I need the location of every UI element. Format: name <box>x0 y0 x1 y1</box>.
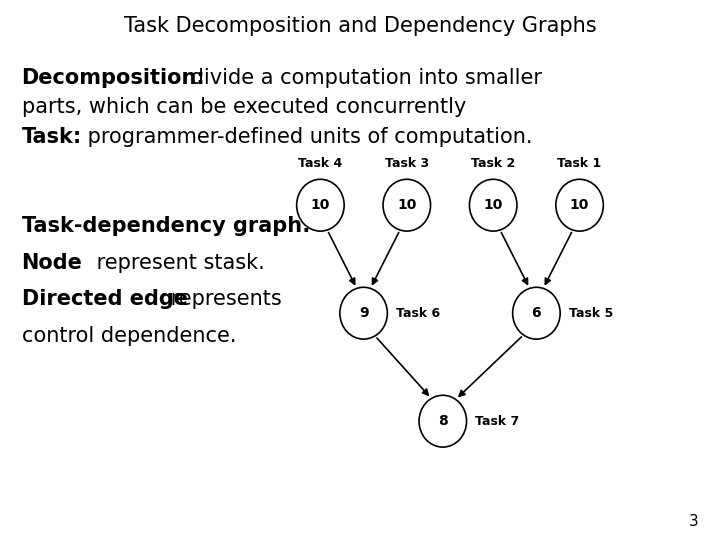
Text: 3: 3 <box>688 514 698 529</box>
Text: divide a computation into smaller: divide a computation into smaller <box>184 68 541 87</box>
Text: 6: 6 <box>531 306 541 320</box>
Text: 8: 8 <box>438 414 448 428</box>
Text: parts, which can be executed concurrently: parts, which can be executed concurrentl… <box>22 97 466 117</box>
Ellipse shape <box>469 179 517 231</box>
Text: Task 6: Task 6 <box>396 307 440 320</box>
Text: programmer-defined units of computation.: programmer-defined units of computation. <box>81 127 532 147</box>
Text: 10: 10 <box>570 198 589 212</box>
Ellipse shape <box>297 179 344 231</box>
Text: Task 3: Task 3 <box>384 157 429 170</box>
Text: Task 2: Task 2 <box>471 157 516 170</box>
Text: Task-dependency graph:: Task-dependency graph: <box>22 216 310 236</box>
Text: represents: represents <box>164 289 282 309</box>
Text: Directed edge: Directed edge <box>22 289 188 309</box>
Ellipse shape <box>513 287 560 339</box>
Text: Task 5: Task 5 <box>569 307 613 320</box>
Text: control dependence.: control dependence. <box>22 326 236 346</box>
Text: Task 7: Task 7 <box>475 415 519 428</box>
Text: Task Decomposition and Dependency Graphs: Task Decomposition and Dependency Graphs <box>124 16 596 36</box>
Text: Task 4: Task 4 <box>298 157 343 170</box>
Ellipse shape <box>383 179 431 231</box>
Text: 10: 10 <box>311 198 330 212</box>
Text: Node: Node <box>22 253 83 273</box>
Text: 10: 10 <box>484 198 503 212</box>
Text: represent stask.: represent stask. <box>90 253 265 273</box>
Text: 9: 9 <box>359 306 369 320</box>
Ellipse shape <box>419 395 467 447</box>
Ellipse shape <box>556 179 603 231</box>
Text: 10: 10 <box>397 198 416 212</box>
Text: Task:: Task: <box>22 127 82 147</box>
Text: Task 1: Task 1 <box>557 157 602 170</box>
Ellipse shape <box>340 287 387 339</box>
Text: Decomposition:: Decomposition: <box>22 68 205 87</box>
